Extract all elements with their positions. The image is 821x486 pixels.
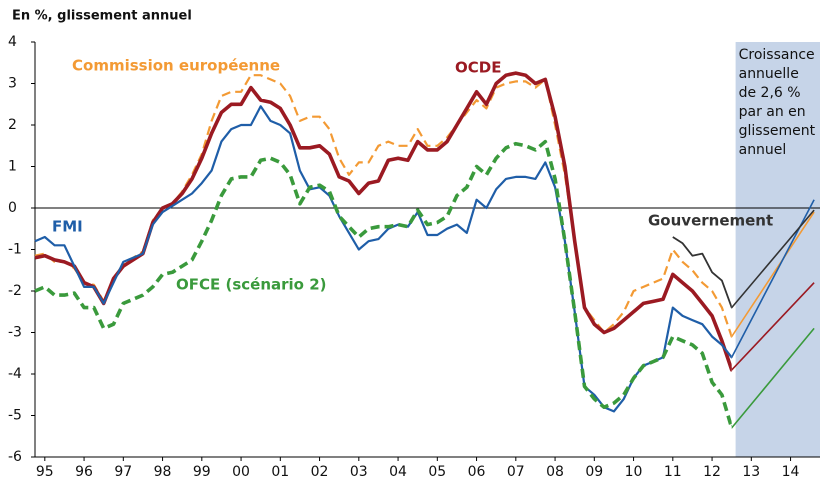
x-tick-label: 09 [585, 464, 603, 480]
projection-note: annuel [739, 142, 787, 158]
projection-note: par an en [739, 104, 806, 120]
series-line [34, 71, 732, 372]
x-tick-label: 06 [468, 464, 486, 480]
y-axis-label: En %, glissement annuel [12, 9, 192, 24]
series-label: OCDE [455, 59, 501, 77]
y-tick-label: 0 [8, 200, 17, 216]
series-line [34, 105, 732, 413]
projection-note: glissement [739, 123, 816, 139]
x-tick-label: 08 [546, 464, 564, 480]
y-tick-label: -3 [8, 325, 22, 341]
x-tick-label: 97 [114, 464, 132, 480]
y-tick-label: 3 [8, 76, 17, 92]
x-tick-label: 04 [389, 464, 407, 480]
x-tick-label: 95 [36, 464, 54, 480]
projection-line [731, 199, 815, 359]
y-tick-label: 1 [8, 159, 17, 175]
x-tick-label: 14 [782, 464, 800, 480]
x-tick-label: 12 [703, 464, 721, 480]
y-tick-label: -2 [8, 283, 22, 299]
y-tick-label: -4 [8, 366, 22, 382]
x-tick-label: 00 [232, 464, 250, 480]
y-tick-label: -1 [8, 242, 22, 258]
x-tick-label: 99 [193, 464, 211, 480]
series-line [34, 139, 732, 430]
x-tick-label: 07 [507, 464, 525, 480]
x-tick-label: 11 [664, 464, 682, 480]
y-tick-label: 2 [8, 117, 17, 133]
x-tick-label: 96 [75, 464, 93, 480]
series-label: FMI [52, 218, 83, 236]
projection-band [735, 42, 820, 457]
series-label: Commission européenne [72, 57, 280, 75]
projection-line [731, 327, 815, 429]
y-tick-label: -5 [8, 408, 22, 424]
y-tick-label: 4 [8, 34, 17, 50]
series-label: OFCE (scénario 2) [176, 276, 326, 294]
series-label: Gouvernement [648, 212, 773, 230]
series-line [672, 236, 732, 309]
projection-note: annuelle [739, 66, 799, 82]
y-tick-label: -6 [8, 449, 22, 465]
x-tick-label: 10 [625, 464, 643, 480]
x-tick-label: 05 [428, 464, 446, 480]
x-tick-label: 01 [271, 464, 289, 480]
x-tick-label: 02 [311, 464, 329, 480]
projection-note: Croissance [739, 47, 815, 63]
x-tick-label: 13 [742, 464, 760, 480]
x-tick-label: 98 [154, 464, 172, 480]
projection-note: de 2,6 % [739, 85, 801, 101]
x-tick-label: 03 [350, 464, 368, 480]
